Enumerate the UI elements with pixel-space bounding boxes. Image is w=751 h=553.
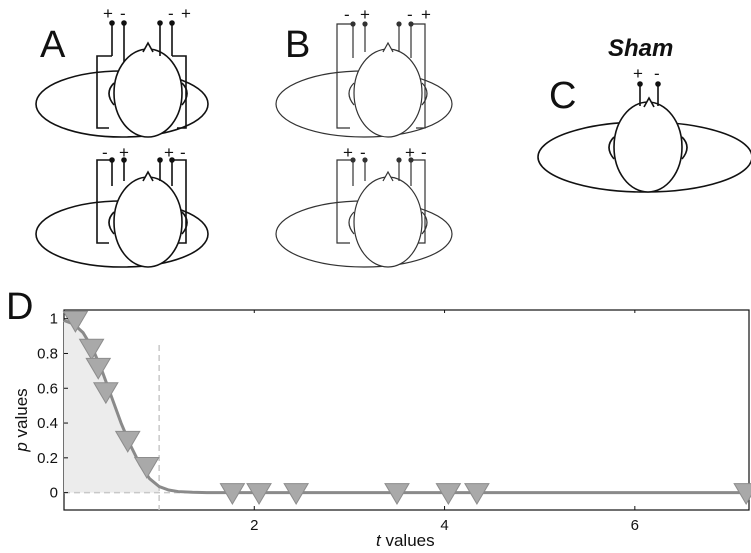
x-tick-label: 4 <box>440 517 448 534</box>
points-layer <box>62 310 751 505</box>
polarity-a-top-left-2: - <box>120 4 126 23</box>
fitted-curve <box>63 319 749 495</box>
y-tick-label: 0.6 <box>37 380 58 397</box>
y-tick-label: 0 <box>50 485 58 502</box>
panel-letter-b: B <box>285 24 310 66</box>
significance-shade-layer <box>64 320 160 493</box>
curve-layer <box>63 319 749 495</box>
data-point <box>219 483 246 505</box>
panel-letter-c: C <box>549 75 576 117</box>
polarity-a-top-left-1: + <box>103 4 113 23</box>
head-diagram-a-top <box>35 20 209 138</box>
panel-letter-a: A <box>40 24 66 66</box>
data-point <box>733 483 751 505</box>
polarity-b-bottom-left-2: - <box>360 143 366 162</box>
data-point <box>384 483 410 505</box>
x-axis-label: t values <box>376 531 435 550</box>
p-values-chart: 0 0.2 0.4 0.6 0.8 1 2 4 6 t values p values <box>12 309 751 550</box>
y-tick-label: 0.8 <box>37 345 58 362</box>
data-point <box>246 483 272 505</box>
ticks-layer: 0 0.2 0.4 0.6 0.8 1 2 4 6 <box>37 310 639 534</box>
panel-letter-d: D <box>6 286 33 328</box>
data-point <box>62 310 89 333</box>
y-axis-label: p values <box>12 388 31 452</box>
y-tick-label: 0.2 <box>37 450 58 467</box>
x-tick-label: 2 <box>250 517 258 534</box>
data-point <box>85 357 112 380</box>
y-tick-label: 0.4 <box>37 415 58 432</box>
data-point <box>283 483 310 505</box>
polarity-b-top-left-2: + <box>360 5 370 24</box>
polarity-a-top-right-2: + <box>181 4 191 23</box>
data-point <box>92 382 119 405</box>
polarity-b-top-left-1: - <box>344 5 350 24</box>
polarity-b-top-right-2: + <box>421 5 431 24</box>
y-tick-label: 1 <box>50 311 58 328</box>
polarity-sham-2: - <box>654 64 660 83</box>
sham-title: Sham <box>608 35 673 62</box>
data-point <box>133 457 160 479</box>
polarity-a-bottom-right-1: + <box>164 143 174 162</box>
head-diagram-b-bottom <box>275 157 453 268</box>
x-tick-label: 6 <box>631 517 639 534</box>
polarity-b-bottom-right-2: - <box>421 143 427 162</box>
data-point <box>464 483 490 505</box>
polarity-sham-1: + <box>633 64 643 83</box>
head-diagram-b-top <box>275 21 453 138</box>
polarity-a-top-right-1: - <box>168 4 174 23</box>
polarity-b-bottom-right-1: + <box>405 143 415 162</box>
polarity-a-bottom-right-2: - <box>180 143 186 162</box>
significance-area <box>64 320 160 493</box>
head-diagram-a-bottom <box>35 157 209 268</box>
polarity-a-bottom-left-2: + <box>119 143 129 162</box>
polarity-a-bottom-left-1: - <box>102 143 108 162</box>
data-point <box>435 483 462 505</box>
data-point <box>114 430 141 453</box>
data-point <box>78 338 105 361</box>
polarity-b-top-right-1: - <box>407 5 413 24</box>
polarity-b-bottom-left-1: + <box>343 143 353 162</box>
head-diagram-sham <box>537 81 751 193</box>
chart-frame <box>63 309 750 511</box>
